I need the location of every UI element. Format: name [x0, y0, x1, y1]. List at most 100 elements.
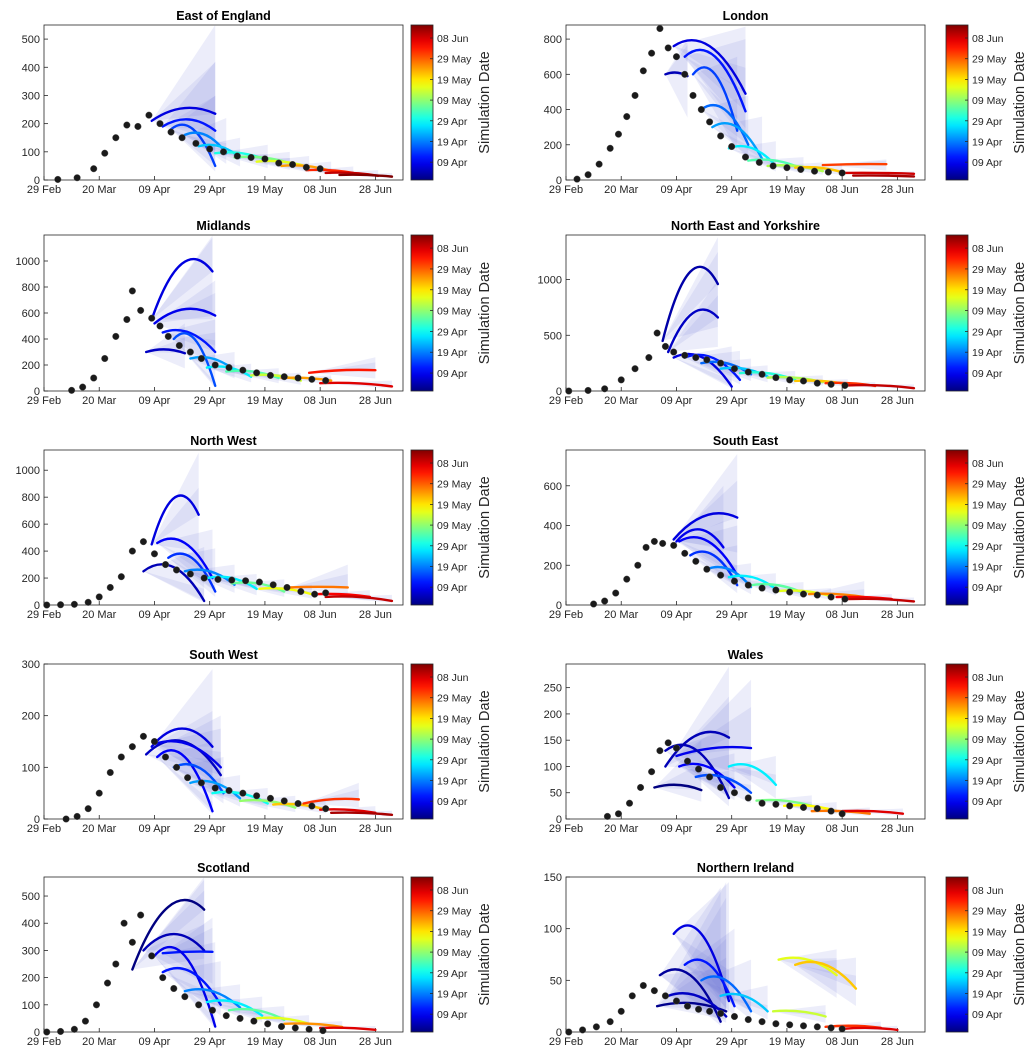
colorbar-tick-label: 19 May	[437, 74, 472, 86]
observed-point	[308, 802, 316, 810]
projection-band-inner	[240, 800, 296, 808]
plot-area	[565, 234, 926, 392]
y-tick-label: 100	[22, 762, 40, 774]
observed-point	[650, 987, 658, 995]
observed-point	[84, 805, 92, 813]
x-tick-label: 09 Apr	[661, 609, 693, 621]
y-tick-label: 400	[22, 62, 40, 74]
projection-band-inner	[668, 295, 718, 352]
observed-point	[730, 577, 738, 585]
colorbar-tick-label: 09 May	[437, 306, 472, 318]
observed-point	[145, 111, 153, 119]
x-tick-label: 19 May	[769, 609, 806, 621]
projection-line	[169, 123, 217, 168]
x-tick-label: 29 Apr	[716, 609, 748, 621]
observed-point	[672, 53, 680, 61]
observed-point	[614, 810, 622, 818]
observed-point	[294, 374, 302, 382]
observed-point	[706, 1007, 714, 1015]
observed-point	[827, 807, 835, 815]
observed-point	[692, 557, 700, 565]
projection-band	[151, 452, 199, 551]
colorbar-tick-label: 29 May	[972, 693, 1007, 705]
observed-point	[128, 287, 136, 295]
observed-point	[786, 802, 794, 810]
observed-point	[186, 348, 194, 356]
panel-title: Midlands	[196, 219, 250, 233]
observed-point	[786, 1021, 794, 1029]
observed-point	[156, 120, 164, 128]
colorbar-tick-label: 09 May	[437, 947, 472, 959]
x-tick-label: 28 Jun	[881, 609, 914, 621]
observed-point	[706, 118, 714, 126]
y-tick-label: 0	[34, 175, 40, 187]
projection-line	[777, 956, 838, 977]
colorbar-title: Simulation Date	[477, 690, 493, 792]
projection-band-inner	[679, 541, 738, 576]
observed-point	[706, 773, 714, 781]
x-tick-label: 09 Apr	[661, 823, 693, 835]
observed-point	[242, 577, 250, 585]
observed-point	[827, 380, 835, 388]
observed-point	[606, 1018, 614, 1026]
colorbar-title: Simulation Date	[1012, 51, 1028, 153]
projection-line	[153, 740, 222, 769]
observed-point	[43, 1028, 51, 1036]
observed-point	[73, 812, 81, 820]
colorbar-tick-label: 09 Apr	[972, 157, 1003, 169]
x-tick-label: 19 May	[247, 823, 284, 835]
projection-line	[672, 352, 733, 388]
colorbar-title: Simulation Date	[1012, 690, 1028, 792]
x-tick-label: 29 Apr	[194, 609, 226, 621]
observed-point	[90, 374, 98, 382]
y-tick-label: 0	[556, 175, 562, 187]
projection-band-inner	[325, 596, 392, 601]
colorbar-tick-label: 29 Apr	[437, 326, 468, 338]
observed-point	[255, 578, 263, 586]
observed-point	[584, 171, 592, 179]
x-tick-label: 20 Mar	[604, 184, 639, 196]
x-tick-label: 08 Jun	[826, 609, 859, 621]
observed-point	[744, 1016, 752, 1024]
y-tick-label: 200	[544, 560, 562, 572]
projection-line	[161, 950, 214, 955]
observed-point	[106, 769, 114, 777]
observed-point	[148, 314, 156, 322]
plot-area	[565, 876, 926, 1033]
colorbar-tick-label: 19 May	[972, 926, 1007, 938]
observed-point	[162, 561, 170, 569]
observed-point	[92, 1001, 100, 1009]
y-tick-label: 200	[544, 140, 562, 152]
observed-point	[813, 379, 821, 387]
x-tick-label: 29 Apr	[194, 184, 226, 196]
observed-point	[233, 152, 241, 160]
observed-point	[319, 1027, 327, 1035]
projection-band-inner	[168, 557, 216, 592]
colorbar-tick-label: 29 May	[972, 264, 1007, 276]
x-tick-label: 20 Mar	[82, 609, 117, 621]
projection-band-inner	[151, 487, 199, 545]
x-tick-label: 08 Jun	[826, 184, 859, 196]
observed-point	[247, 153, 255, 161]
observed-point	[139, 732, 147, 740]
observed-point	[717, 132, 725, 140]
y-tick-label: 0	[556, 386, 562, 398]
y-tick-label: 300	[22, 90, 40, 102]
observed-point	[280, 797, 288, 805]
colorbar-tick-label: 29 May	[972, 54, 1007, 66]
colorbar-tick-label: 19 Apr	[437, 561, 468, 573]
colorbar-tick-label: 19 Apr	[972, 561, 1003, 573]
panel-title: South West	[189, 648, 258, 662]
projection-line	[675, 745, 753, 758]
projection-band-inner	[151, 235, 213, 320]
colorbar-title: Simulation Date	[1012, 476, 1028, 578]
observed-point	[601, 385, 609, 393]
panel-title: Northern Ireland	[697, 861, 794, 875]
observed-point	[156, 322, 164, 330]
projection-line	[661, 265, 720, 343]
chart-panel: Midlands 0 200 400 600 800 1000 29 Feb 20 Mar 09 …	[16, 219, 493, 407]
observed-point	[584, 386, 592, 394]
observed-point	[650, 537, 658, 545]
observed-point	[799, 590, 807, 598]
colorbar-tick-label: 29 Apr	[972, 326, 1003, 338]
